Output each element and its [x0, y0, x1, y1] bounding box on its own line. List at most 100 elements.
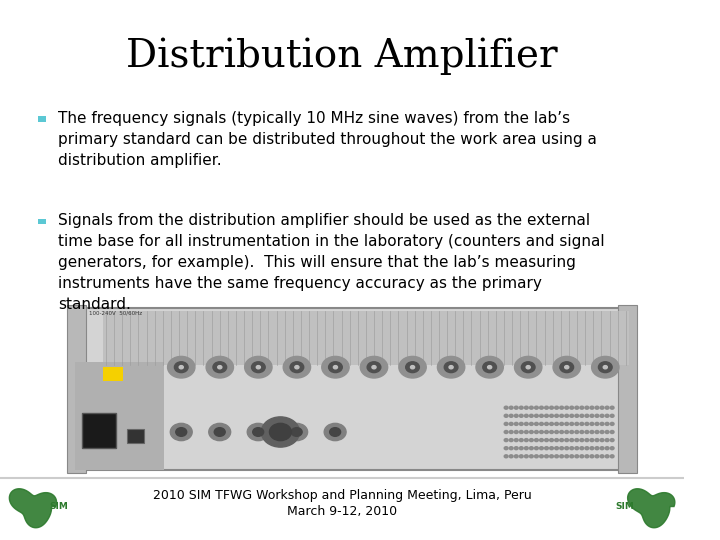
Circle shape	[515, 356, 542, 378]
Circle shape	[564, 447, 569, 450]
Circle shape	[559, 438, 564, 442]
Circle shape	[504, 406, 508, 409]
Circle shape	[360, 356, 387, 378]
Circle shape	[590, 406, 594, 409]
Circle shape	[606, 422, 609, 426]
FancyBboxPatch shape	[75, 308, 629, 470]
Circle shape	[215, 428, 225, 436]
Circle shape	[585, 438, 589, 442]
Circle shape	[554, 422, 559, 426]
Circle shape	[509, 422, 513, 426]
Circle shape	[559, 422, 564, 426]
Circle shape	[580, 406, 584, 409]
Circle shape	[590, 455, 594, 458]
Circle shape	[405, 362, 419, 373]
Circle shape	[286, 423, 307, 441]
Circle shape	[554, 455, 559, 458]
Circle shape	[534, 455, 539, 458]
Circle shape	[585, 447, 589, 450]
Circle shape	[534, 438, 539, 442]
Circle shape	[504, 438, 508, 442]
Circle shape	[570, 447, 574, 450]
Circle shape	[590, 430, 594, 434]
FancyBboxPatch shape	[37, 116, 46, 122]
Polygon shape	[628, 489, 675, 528]
Circle shape	[539, 414, 544, 417]
Circle shape	[534, 430, 539, 434]
Circle shape	[504, 414, 508, 417]
Circle shape	[328, 362, 342, 373]
Circle shape	[559, 455, 564, 458]
Text: March 9-12, 2010: March 9-12, 2010	[287, 505, 397, 518]
FancyBboxPatch shape	[67, 305, 86, 472]
FancyBboxPatch shape	[102, 367, 123, 381]
Circle shape	[544, 447, 549, 450]
Circle shape	[585, 422, 589, 426]
Circle shape	[600, 447, 604, 450]
Circle shape	[291, 428, 302, 436]
Circle shape	[476, 356, 503, 378]
Circle shape	[519, 447, 523, 450]
Circle shape	[585, 406, 589, 409]
Circle shape	[580, 422, 584, 426]
Circle shape	[295, 366, 299, 369]
Circle shape	[554, 438, 559, 442]
Circle shape	[580, 430, 584, 434]
Circle shape	[564, 430, 569, 434]
Circle shape	[333, 366, 338, 369]
Circle shape	[606, 406, 609, 409]
Circle shape	[179, 366, 184, 369]
Circle shape	[553, 356, 580, 378]
Circle shape	[514, 430, 518, 434]
Circle shape	[595, 438, 599, 442]
Circle shape	[174, 362, 188, 373]
Circle shape	[549, 447, 554, 450]
Circle shape	[575, 447, 579, 450]
Circle shape	[544, 438, 549, 442]
Circle shape	[539, 406, 544, 409]
Circle shape	[206, 356, 233, 378]
Circle shape	[534, 447, 539, 450]
Circle shape	[483, 362, 497, 373]
Circle shape	[256, 366, 261, 369]
Circle shape	[606, 447, 609, 450]
Circle shape	[171, 423, 192, 441]
Circle shape	[529, 422, 534, 426]
Circle shape	[521, 362, 535, 373]
Circle shape	[554, 414, 559, 417]
Circle shape	[529, 406, 534, 409]
Circle shape	[580, 455, 584, 458]
Circle shape	[603, 366, 608, 369]
Circle shape	[580, 447, 584, 450]
Circle shape	[580, 414, 584, 417]
Circle shape	[251, 362, 265, 373]
Circle shape	[322, 356, 349, 378]
Circle shape	[549, 430, 554, 434]
Circle shape	[600, 438, 604, 442]
Circle shape	[575, 414, 579, 417]
Circle shape	[606, 430, 609, 434]
Circle shape	[549, 406, 554, 409]
Circle shape	[611, 455, 614, 458]
Circle shape	[509, 438, 513, 442]
Circle shape	[590, 414, 594, 417]
Circle shape	[399, 356, 426, 378]
Circle shape	[410, 366, 415, 369]
Text: 2010 SIM TFWG Workshop and Planning Meeting, Lima, Peru: 2010 SIM TFWG Workshop and Planning Meet…	[153, 489, 531, 502]
Circle shape	[570, 430, 574, 434]
Circle shape	[519, 438, 523, 442]
Circle shape	[514, 438, 518, 442]
Circle shape	[554, 430, 559, 434]
Circle shape	[611, 414, 614, 417]
Circle shape	[509, 455, 513, 458]
Circle shape	[580, 438, 584, 442]
Circle shape	[168, 356, 195, 378]
Circle shape	[509, 414, 513, 417]
Circle shape	[529, 414, 534, 417]
Circle shape	[290, 362, 304, 373]
Circle shape	[514, 455, 518, 458]
Circle shape	[598, 362, 612, 373]
Circle shape	[509, 430, 513, 434]
Circle shape	[449, 366, 453, 369]
Circle shape	[514, 406, 518, 409]
